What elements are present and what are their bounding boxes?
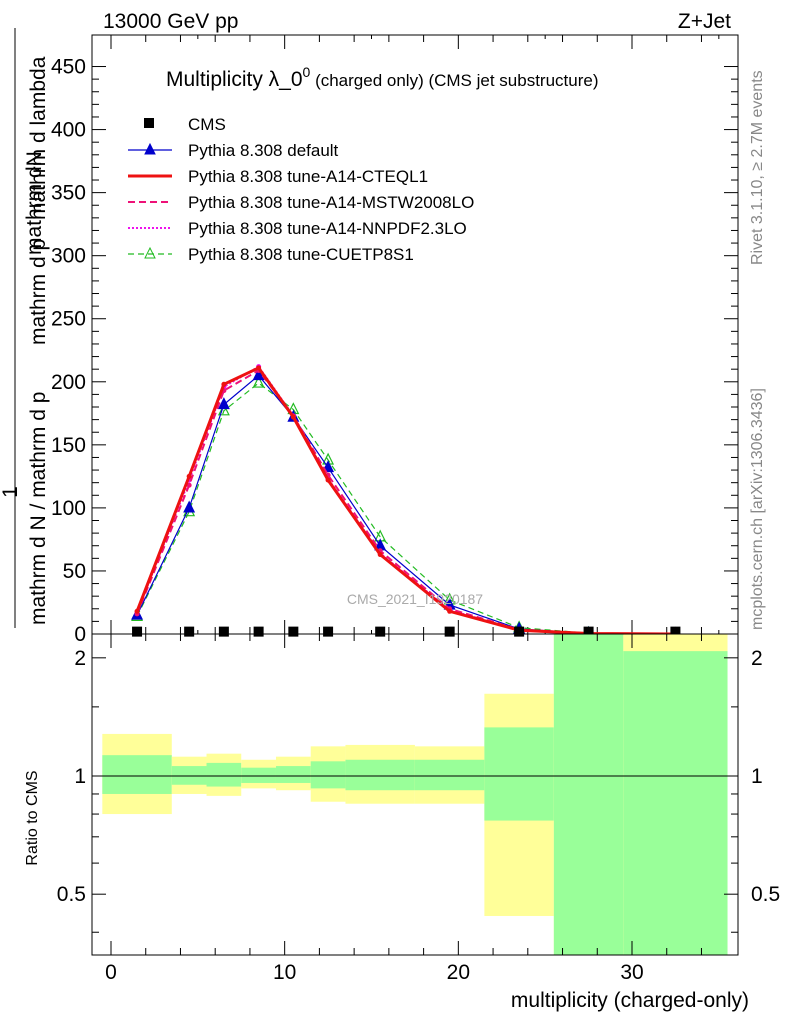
y-tick-label-6: 300 xyxy=(51,245,86,268)
ratio-y-tick-label-right-1: 1 xyxy=(751,765,763,788)
series-5-point-2 xyxy=(217,403,230,416)
legend-label-1: Pythia 8.308 default xyxy=(188,141,339,160)
legend-label-3: Pythia 8.308 tune-A14-MSTW2008LO xyxy=(188,193,474,212)
watermark: CMS_2021_I1920187 xyxy=(347,591,483,607)
ratio-band-stat-5 xyxy=(310,761,346,789)
y-tick-label-3: 150 xyxy=(51,434,86,457)
mcplots-label: mcplots.cern.ch [arXiv:1306.3436] xyxy=(749,388,766,630)
legend-label-0: CMS xyxy=(188,115,226,134)
legend-marker-1 xyxy=(144,142,156,155)
chart-title-sup: 0 xyxy=(303,64,311,80)
legend-marker-0 xyxy=(144,118,154,128)
cms-point-8 xyxy=(514,626,525,637)
series-2-point-0 xyxy=(134,608,140,614)
ratio-band-stat-10 xyxy=(623,651,728,955)
ratio-band-stat-8 xyxy=(484,727,554,821)
series-1-point-3 xyxy=(252,368,265,381)
ratio-band-stat-9 xyxy=(553,634,624,955)
cms-point-10 xyxy=(670,626,681,637)
ratio-frame xyxy=(91,633,739,956)
y-axis-title-denom: mathrm d N / mathrm d p xyxy=(27,392,50,625)
header-right: Z+Jet xyxy=(678,10,731,33)
legend-label-2: Pythia 8.308 tune-A14-CTEQL1 xyxy=(188,167,428,186)
x-axis-title: multiplicity (charged-only) xyxy=(511,989,749,1012)
cms-point-9 xyxy=(583,626,594,637)
ratio-y-tick-label-0: 0.5 xyxy=(57,883,86,906)
y-axis-title-main: 1 mathrm d N / mathrm d p mathrm dN math… xyxy=(0,28,50,628)
series-2-point-7 xyxy=(447,608,453,614)
cms-point-2 xyxy=(218,626,229,637)
y-axis-title-line-0: mathrm dN xyxy=(23,151,46,255)
cms-point-0 xyxy=(132,626,143,637)
y-tick-label-7: 350 xyxy=(51,182,86,205)
series-2-point-5 xyxy=(325,477,331,483)
y-axis-title-numerator: 1 xyxy=(0,486,22,498)
cms-point-6 xyxy=(375,626,386,637)
ratio-panel: 0.5 0.51 12 20 10 20 30 xyxy=(57,633,780,984)
ratio-y-tick-label-2: 2 xyxy=(74,647,86,670)
series-3-point-1 xyxy=(186,482,192,488)
ratio-y-tick-label-1: 1 xyxy=(74,765,86,788)
x-tick-label-2: 20 xyxy=(447,961,470,984)
ratio-band-stat-2 xyxy=(206,762,242,787)
y-tick-label-1: 50 xyxy=(63,560,86,583)
y-tick-label-9: 450 xyxy=(51,56,86,79)
ratio-band-stat-6 xyxy=(345,759,415,791)
ratio-band-stat-4 xyxy=(275,766,311,783)
y-tick-label-2: 100 xyxy=(51,497,86,520)
header-left: 13000 GeV pp xyxy=(103,10,238,33)
series-2-point-3 xyxy=(256,365,262,371)
ratio-band-stat-3 xyxy=(241,767,276,783)
x-tick-label-1: 10 xyxy=(273,961,296,984)
series-line-5 xyxy=(136,382,676,635)
y-tick-label-0: 0 xyxy=(74,623,86,646)
series-2-point-4 xyxy=(290,414,296,420)
legend-label-4: Pythia 8.308 tune-A14-NNPDF2.3LO xyxy=(188,219,467,238)
ratio-y-tick-label-right-2: 2 xyxy=(751,647,763,670)
chart-title: Multiplicity λ_00 (charged only) (CMS je… xyxy=(166,64,599,91)
series-1-point-1 xyxy=(183,500,196,513)
ratio-band-stat-7 xyxy=(414,759,485,791)
cms-point-4 xyxy=(288,626,299,637)
chart-title-main: Multiplicity λ_0 xyxy=(166,68,303,91)
series-2-point-2 xyxy=(221,381,227,387)
y-tick-label-8: 400 xyxy=(51,119,86,142)
series-5-point-3 xyxy=(252,375,265,388)
ratio-y-axis-title: Ratio to CMS xyxy=(24,770,41,865)
ratio-band-stat-1 xyxy=(171,766,207,785)
ratio-band-stat-0 xyxy=(102,755,172,794)
legend-label-5: Pythia 8.308 tune-CUETP8S1 xyxy=(188,245,414,264)
y-axis-title-line-1: mathrm d p xyxy=(27,239,50,345)
x-tick-label-3: 30 xyxy=(620,961,643,984)
cms-point-1 xyxy=(184,626,195,637)
y-tick-label-4: 200 xyxy=(51,371,86,394)
cms-point-3 xyxy=(253,626,264,637)
ratio-y-tick-label-right-0: 0.5 xyxy=(751,883,780,906)
chart-title-rest: (charged only) (CMS jet substructure) xyxy=(310,71,598,90)
legend-marker-5 xyxy=(144,246,156,259)
series-1-point-2 xyxy=(217,397,230,410)
cms-point-7 xyxy=(444,626,455,637)
rivet-label: Rivet 3.1.10, ≥ 2.7M events xyxy=(749,70,766,265)
series-2-point-1 xyxy=(186,473,192,479)
y-tick-label-5: 250 xyxy=(51,308,86,331)
x-tick-label-0: 0 xyxy=(105,961,117,984)
series-2-point-6 xyxy=(377,552,383,558)
cms-point-5 xyxy=(323,626,334,637)
main-panel: 0 50 100 150 200 250 300 350 400 450 CMS Pythia 8.3… xyxy=(51,34,739,646)
y-axis-title-line-3: mathrm d lambda xyxy=(27,56,50,220)
